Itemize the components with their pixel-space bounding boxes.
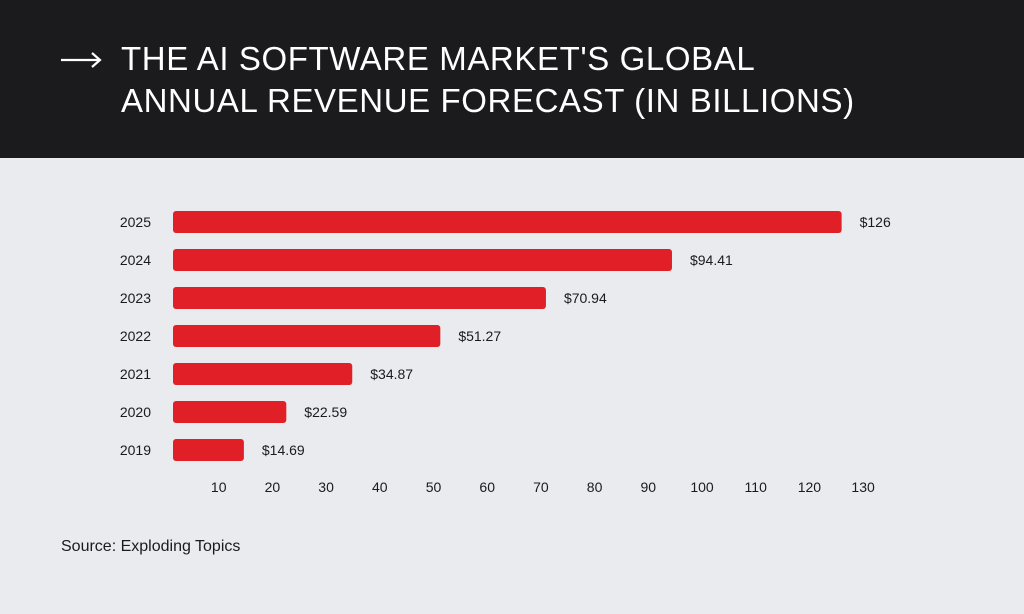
value-label: $14.69 bbox=[262, 442, 305, 458]
bar-2025 bbox=[173, 211, 842, 233]
category-label: 2020 bbox=[120, 404, 151, 420]
x-tick-label: 130 bbox=[851, 479, 875, 495]
category-label: 2025 bbox=[120, 214, 151, 230]
category-label: 2019 bbox=[120, 442, 151, 458]
bar-2021 bbox=[173, 363, 353, 385]
x-tick-label: 50 bbox=[426, 479, 442, 495]
value-label: $94.41 bbox=[690, 252, 733, 268]
arrow-right-icon bbox=[61, 52, 102, 68]
x-tick-label: 30 bbox=[318, 479, 334, 495]
x-tick-label: 10 bbox=[211, 479, 227, 495]
source-note: Source: Exploding Topics bbox=[61, 538, 241, 555]
category-label: 2024 bbox=[120, 252, 151, 268]
x-tick-label: 80 bbox=[587, 479, 603, 495]
bar-2023 bbox=[173, 287, 546, 309]
x-tick-label: 100 bbox=[690, 479, 714, 495]
chart-title-line-1: THE AI SOFTWARE MARKET'S GLOBAL bbox=[121, 40, 756, 77]
bar-2020 bbox=[173, 401, 287, 423]
category-label: 2023 bbox=[120, 290, 151, 306]
value-label: $51.27 bbox=[458, 328, 501, 344]
value-label: $34.87 bbox=[370, 366, 413, 382]
chart-title-line-2: ANNUAL REVENUE FORECAST (IN BILLIONS) bbox=[121, 82, 855, 119]
x-tick-label: 110 bbox=[745, 479, 768, 495]
bar-2019 bbox=[173, 439, 244, 461]
x-tick-label: 90 bbox=[641, 479, 657, 495]
category-label: 2022 bbox=[120, 328, 151, 344]
value-label: $126 bbox=[860, 214, 891, 230]
bar-2022 bbox=[173, 325, 441, 347]
x-tick-label: 20 bbox=[265, 479, 281, 495]
header-banner: THE AI SOFTWARE MARKET'S GLOBAL ANNUAL R… bbox=[0, 0, 1024, 158]
value-label: $70.94 bbox=[564, 290, 607, 306]
chart-title: THE AI SOFTWARE MARKET'S GLOBAL ANNUAL R… bbox=[121, 38, 855, 122]
x-tick-label: 120 bbox=[798, 479, 822, 495]
x-tick-label: 40 bbox=[372, 479, 388, 495]
bar-2024 bbox=[173, 249, 672, 271]
x-tick-label: 60 bbox=[479, 479, 495, 495]
category-label: 2021 bbox=[120, 366, 151, 382]
value-label: $22.59 bbox=[304, 404, 347, 420]
x-tick-label: 70 bbox=[533, 479, 549, 495]
